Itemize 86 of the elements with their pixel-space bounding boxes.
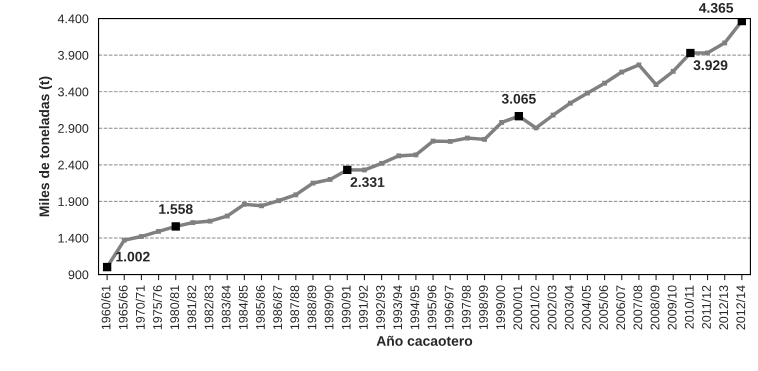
- point: [242, 202, 247, 207]
- y-tick-label: 1.400: [58, 234, 88, 243]
- point: [534, 125, 538, 130]
- point: [379, 160, 384, 166]
- x-tick-label: 1991/92: [358, 286, 368, 330]
- data-label: 1.558: [159, 204, 193, 214]
- x-tick-label: 1988/89: [307, 286, 316, 330]
- x-tick-label: 1987/88: [290, 285, 300, 330]
- data-label: 1.002: [116, 252, 150, 262]
- x-tick-label: 1995/96: [427, 286, 436, 330]
- point: [208, 218, 212, 224]
- point: [670, 68, 676, 74]
- x-tick-label: 2000/01: [513, 286, 522, 330]
- x-tick-label: 1980/81: [170, 286, 180, 330]
- x-tick-label: 2005/06: [598, 286, 608, 330]
- x-tick-label: 1997/98: [462, 285, 471, 330]
- x-tick-label: 1992/93: [376, 286, 385, 330]
- y-axis-title: Miles de toneladas (t): [39, 76, 52, 216]
- x-tick-label: 1960/61: [101, 286, 110, 330]
- point: [448, 138, 453, 144]
- point: [293, 192, 298, 198]
- x-tick-label: 2012/13: [718, 286, 728, 330]
- x-tick-label: 1986/87: [272, 286, 282, 330]
- point: [328, 177, 333, 182]
- point: [654, 82, 658, 88]
- x-tick-label: 2010/11: [684, 286, 694, 329]
- x-tick-label: 2003/04: [564, 285, 574, 330]
- point: [310, 180, 316, 186]
- x-tick-label: 1981/82: [187, 286, 196, 330]
- x-tick-label: 2012/14: [736, 285, 746, 330]
- x-tick-label: 1990/91: [341, 286, 351, 330]
- x-tick-label: 1998/99: [478, 286, 488, 330]
- y-tick-label: 2.400: [58, 160, 88, 170]
- x-tick-label: 1999/00: [496, 285, 506, 330]
- x-tick-label: 1984/85: [238, 285, 248, 330]
- x-tick-label: 2009/10: [667, 285, 677, 330]
- point: [499, 120, 504, 125]
- x-tick-label: 1993/94: [392, 285, 402, 330]
- x-tick-label: 1965/66: [118, 286, 128, 330]
- y-tick-label: 2.900: [58, 124, 88, 133]
- x-tick-label: 2001/02: [530, 286, 540, 330]
- data-label: 4.365: [698, 2, 734, 13]
- point: [705, 50, 710, 56]
- y-tick-label: 3.900: [58, 50, 88, 60]
- point: [602, 80, 608, 86]
- x-tick-label: 2011/12: [702, 286, 711, 329]
- point: [122, 238, 127, 243]
- point: [550, 112, 556, 118]
- x-axis-title: Año cacaotero: [376, 336, 472, 346]
- point: [722, 40, 728, 46]
- data-label: 3.929: [693, 60, 728, 70]
- x-tick-label: 1996/97: [444, 286, 454, 330]
- point: [156, 228, 162, 234]
- y-tick-label: 1.900: [58, 197, 88, 206]
- point: [259, 203, 264, 208]
- point: [464, 136, 470, 140]
- point: [619, 70, 624, 74]
- point: [362, 168, 367, 172]
- x-tick-label: 2007/08: [633, 285, 642, 330]
- x-tick-label: 2002/03: [547, 286, 556, 330]
- x-tick-label: 1982/83: [204, 286, 214, 330]
- point: [413, 152, 418, 158]
- x-tick-label: 2008/09: [650, 286, 660, 330]
- y-tick-label: 3.400: [58, 87, 88, 96]
- point: [190, 220, 196, 226]
- point: [396, 153, 402, 158]
- x-tick-label: 1985/86: [256, 286, 265, 330]
- data-label: 3.065: [502, 94, 536, 104]
- point: [276, 198, 282, 204]
- point: [138, 234, 144, 239]
- point: [482, 136, 487, 142]
- x-tick-label: 1975/76: [152, 286, 162, 330]
- x-tick-label: 1983/84: [221, 285, 231, 330]
- point: [224, 214, 230, 218]
- x-tick-label: 1989/90: [324, 285, 334, 330]
- x-tick-label: 2004/05: [582, 285, 591, 330]
- y-tick-label: 4.400: [58, 14, 88, 24]
- x-tick-label: 1994/95: [410, 285, 420, 330]
- point: [585, 90, 590, 96]
- x-tick-label: 2006/07: [616, 286, 626, 330]
- y-tick-label: 900: [68, 270, 88, 280]
- x-tick-label: 1970/71: [136, 286, 145, 330]
- point: [636, 62, 642, 68]
- point: [568, 100, 573, 106]
- point: [430, 138, 436, 144]
- data-label: 2.331: [350, 177, 384, 188]
